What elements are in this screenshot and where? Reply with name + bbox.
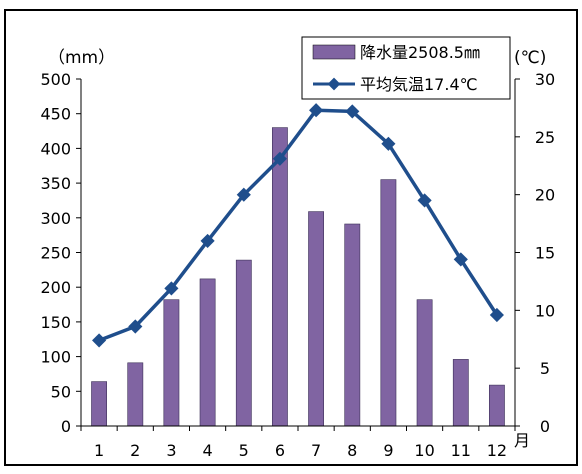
bar-6 — [271, 127, 288, 427]
temperature-point-9 — [381, 136, 396, 151]
y-left-tick-label: 450 — [40, 105, 71, 124]
temperature-point-6 — [272, 151, 287, 166]
temperature-point-8 — [345, 104, 360, 119]
legend-line-marker — [327, 77, 341, 91]
y-left-tick-label: 50 — [51, 382, 71, 401]
axes-layer — [76, 78, 520, 431]
bar-7 — [308, 211, 324, 427]
labels-layer: 0501001502002503003504004505000510152025… — [40, 70, 555, 460]
x-tick-label: 9 — [383, 441, 393, 460]
legend: 降水量2508.5㎜ 平均気温17.4℃ — [301, 36, 511, 100]
bars-layer — [91, 127, 505, 427]
x-tick-label: 1 — [94, 441, 104, 460]
bar-2 — [127, 362, 144, 427]
bar-11 — [452, 359, 469, 427]
y-left-tick-label: 250 — [40, 244, 71, 263]
temperature-point-12 — [489, 307, 504, 323]
y-left-tick-label: 300 — [40, 209, 71, 228]
x-tick-label: 5 — [239, 441, 249, 460]
bar-5 — [235, 259, 252, 427]
temperature-point-5 — [236, 187, 251, 202]
temperature-point-10 — [417, 193, 432, 208]
legend-bar-swatch — [312, 44, 356, 60]
x-tick-label: 10 — [414, 441, 434, 460]
y-right-tick-label: 30 — [535, 70, 555, 89]
y-right-tick-label: 5 — [540, 359, 550, 378]
bar-9 — [380, 179, 397, 427]
x-tick-label: 11 — [451, 441, 471, 460]
x-tick-label: 7 — [311, 441, 321, 460]
y-right-unit: (℃) — [514, 48, 546, 68]
x-tick-label: 6 — [275, 441, 285, 460]
temperature-point-11 — [453, 252, 468, 267]
temperature-point-7 — [309, 103, 324, 118]
legend-bar-label: 降水量2508.5㎜ — [360, 43, 480, 62]
y-right-tick-label: 20 — [535, 186, 555, 205]
y-left-tick-label: 200 — [40, 278, 71, 297]
temperature-point-4 — [200, 233, 215, 248]
y-right-tick-label: 10 — [535, 301, 555, 320]
y-left-unit: （mm） — [48, 48, 115, 68]
legend-line-label: 平均気温17.4℃ — [360, 75, 478, 94]
line-layer — [92, 103, 504, 348]
x-tick-label: 12 — [487, 441, 507, 460]
temperature-point-2 — [128, 319, 143, 334]
x-unit: 月 — [514, 431, 530, 450]
temperature-point-3 — [164, 281, 179, 296]
y-right-tick-label: 15 — [535, 244, 555, 263]
y-left-tick-label: 0 — [61, 417, 71, 436]
y-left-tick-label: 100 — [40, 348, 71, 367]
bar-1 — [91, 381, 107, 427]
x-tick-label: 3 — [166, 441, 176, 460]
bar-12 — [488, 384, 505, 427]
y-left-tick-label: 500 — [40, 70, 71, 89]
y-right-tick-label: 25 — [535, 128, 555, 147]
y-left-tick-label: 150 — [40, 313, 71, 332]
bar-8 — [344, 223, 361, 427]
bar-4 — [199, 278, 216, 427]
temperature-line — [98, 108, 499, 343]
x-tick-label: 4 — [202, 441, 212, 460]
x-tick-label: 8 — [347, 441, 357, 460]
y-right-tick-label: 0 — [540, 417, 550, 436]
x-tick-label: 2 — [130, 441, 140, 460]
bar-10 — [416, 299, 433, 427]
y-left-tick-label: 400 — [40, 139, 71, 158]
y-left-tick-label: 350 — [40, 174, 71, 193]
bar-3 — [163, 299, 180, 427]
temperature-point-1 — [92, 333, 107, 348]
